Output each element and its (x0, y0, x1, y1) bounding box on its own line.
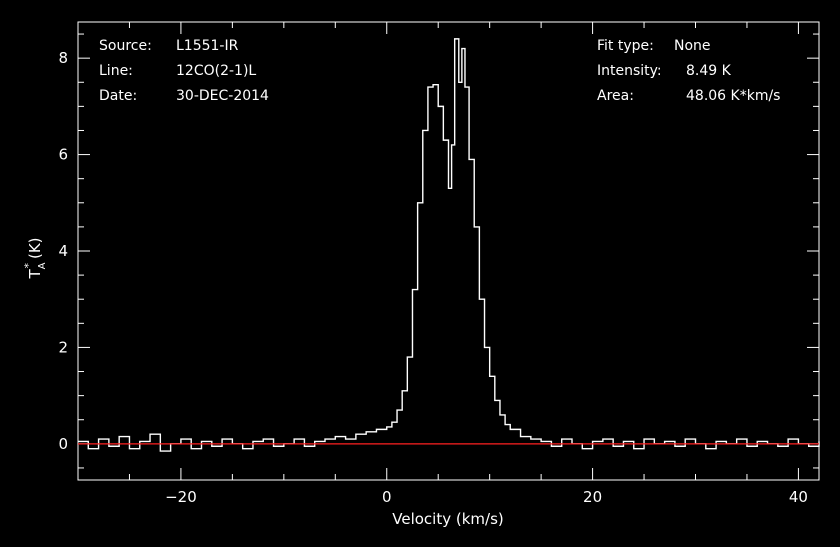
y-axis-label-sup: * (22, 263, 35, 269)
line-value: 12CO(2-1)L (176, 63, 256, 79)
series-layer (78, 38, 820, 452)
x-tick-label: 0 (382, 488, 392, 506)
x-axis-label: Velocity (km/s) (392, 510, 503, 528)
y-tick-label: 6 (58, 146, 68, 164)
date-label: Date: (99, 88, 137, 104)
area-label: Area: (597, 88, 634, 104)
y-tick-label: 4 (58, 242, 68, 260)
x-tick-label: 40 (789, 488, 808, 506)
fit-type-value: None (674, 38, 711, 54)
line-label: Line: (99, 63, 133, 79)
area-value: 48.06 K*km/s (686, 88, 780, 104)
axis-ticks (77, 22, 819, 480)
x-tick-label: 20 (583, 488, 602, 506)
y-axis-label-sub: A (37, 262, 48, 269)
date-value: 30-DEC-2014 (176, 88, 269, 104)
spectrum-line (78, 38, 820, 452)
source-label: Source: (99, 38, 152, 54)
intensity-label: Intensity: (597, 63, 662, 79)
source-value: L1551-IR (176, 38, 239, 54)
fit-type-label: Fit type: (597, 38, 654, 54)
axis-tick-labels: −20 0 20 40 0 2 4 6 8 (58, 49, 808, 506)
x-tick-label: −20 (165, 488, 197, 506)
y-axis-label: TA* (K) (22, 237, 48, 279)
y-tick-label: 8 (58, 49, 68, 67)
info-block-right: Fit type: None Intensity: 8.49 K Area: 4… (597, 38, 780, 104)
y-tick-label: 0 (58, 435, 68, 453)
intensity-value: 8.49 K (686, 63, 732, 79)
svg-text:TA*(K): TA* (K) (22, 237, 48, 279)
y-axis-label-main: T (26, 269, 44, 280)
y-tick-label: 2 (58, 338, 68, 356)
y-axis-label-unit: (K) (26, 237, 44, 259)
info-block-left: Source: L1551-IR Line: 12CO(2-1)L Date: … (99, 38, 269, 104)
